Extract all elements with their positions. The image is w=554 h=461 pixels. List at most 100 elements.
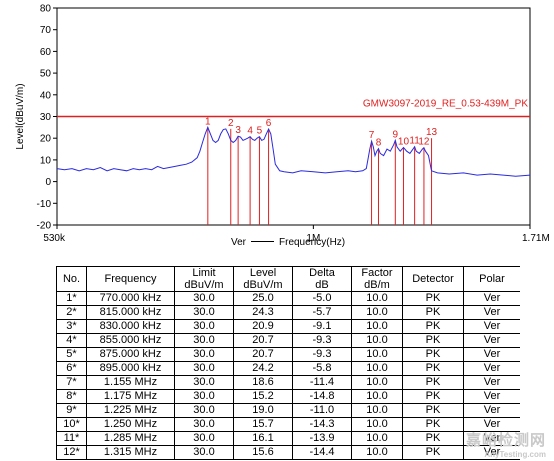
table-cell: 6* [56,361,87,376]
table-cell: 770.000 kHz [86,291,175,306]
table-cell: 30.0 [174,445,234,460]
table-header-row: No. Frequency Limit dBuV/m Level dBuV/m Delta d… [56,266,520,292]
table-cell: 10.0 [351,417,403,432]
table-cell: -5.0 [292,291,352,306]
column-header-unit: dB/m [364,279,390,291]
table-cell: -14.4 [292,445,352,460]
table-cell: 20.7 [233,347,293,362]
table-cell: PK [402,431,464,446]
table-cell: 10.0 [351,305,403,320]
y-tick-label: 80 [40,4,52,15]
column-header-1: Frequency [86,266,175,292]
table-cell: Ver [463,375,520,390]
results-table: No. Frequency Limit dBuV/m Level dBuV/m Delta d… [56,266,520,460]
table-cell: 30.0 [174,431,234,446]
table-cell: 1.175 MHz [86,389,175,404]
table-cell: 10.0 [351,445,403,460]
column-header-5: Factor dB/m [351,266,403,292]
y-tick-label: -20 [37,221,52,232]
table-cell: 10.0 [351,389,403,404]
table-cell: 10.0 [351,361,403,376]
table-cell: Ver [463,319,520,334]
table-cell: PK [402,445,464,460]
table-cell: 10.0 [351,319,403,334]
table-cell: 815.000 kHz [86,305,175,320]
table-cell: 24.2 [233,361,293,376]
legend-series-label: Ver [231,237,247,248]
table-cell: 15.2 [233,389,293,404]
table-cell: -14.3 [292,417,352,432]
marker-label-2: 2 [228,118,234,129]
table-cell: -11.0 [292,403,352,418]
table-row: 12* 1.315 MHz 30.0 15.6 -14.4 10.0 PK Ver [56,445,520,460]
table-cell: 30.0 [174,403,234,418]
table-cell: Ver [463,361,520,376]
table-cell: 24.3 [233,305,293,320]
table-cell: 855.000 kHz [86,333,175,348]
table-row: 5* 875.000 kHz 30.0 20.7 -9.3 10.0 PK Ver [56,347,520,362]
table-row: 11* 1.285 MHz 30.0 16.1 -13.9 10.0 PK Ver [56,431,520,446]
table-cell: 30.0 [174,333,234,348]
table-cell: PK [402,375,464,390]
table-cell: 30.0 [174,347,234,362]
results-table-container: No. Frequency Limit dBuV/m Level dBuV/m Delta d… [56,266,520,461]
table-cell: -5.8 [292,361,352,376]
table-cell: 1.315 MHz [86,445,175,460]
chart-axes: -20 -10 0 10 20 30 40 50 60 70 80 530k 1M 1.71M Level(… [15,4,550,245]
table-row: 7* 1.155 MHz 30.0 18.6 -11.4 10.0 PK Ver [56,375,520,390]
table-cell: 830.000 kHz [86,319,175,334]
marker-label-5: 5 [257,126,263,137]
x-tick-label: 530k [43,233,66,244]
table-cell: 895.000 kHz [86,361,175,376]
table-cell: Ver [463,333,520,348]
table-cell: -13.9 [292,431,352,446]
table-cell: 875.000 kHz [86,347,175,362]
table-row: 10* 1.250 MHz 30.0 15.7 -14.3 10.0 PK Ver [56,417,520,432]
column-header-title: Polar [479,273,505,285]
table-cell: 30.0 [174,361,234,376]
marker-label-12: 12 [418,137,430,148]
table-row: 8* 1.175 MHz 30.0 15.2 -14.8 10.0 PK Ver [56,389,520,404]
table-cell: 20.9 [233,319,293,334]
table-cell: 2* [56,305,87,320]
table-cell: -11.4 [292,375,352,390]
table-cell: 10* [56,417,87,432]
y-tick-label: 30 [40,112,52,123]
y-tick-label: 20 [40,134,52,145]
table-cell: 19.0 [233,403,293,418]
table-cell: 30.0 [174,319,234,334]
table-cell: -5.7 [292,305,352,320]
table-cell: PK [402,347,464,362]
table-cell: -9.3 [292,333,352,348]
table-cell: 10.0 [351,347,403,362]
table-cell: 15.7 [233,417,293,432]
table-cell: 16.1 [233,431,293,446]
table-cell: 7* [56,375,87,390]
marker-label-3: 3 [235,125,241,136]
table-cell: -9.1 [292,319,352,334]
table-row: 9* 1.225 MHz 30.0 19.0 -11.0 10.0 PK Ver [56,403,520,418]
y-tick-label: 60 [40,47,52,58]
table-cell: 20.7 [233,333,293,348]
table-cell: 30.0 [174,305,234,320]
table-cell: 10.0 [351,291,403,306]
table-cell: PK [402,361,464,376]
marker-label-9: 9 [393,129,399,140]
x-tick-label: 1.71M [522,233,550,244]
table-cell: 30.0 [174,389,234,404]
table-cell: PK [402,417,464,432]
column-header-title: Level [249,267,277,280]
y-tick-label: 50 [40,69,52,80]
legend: Ver Frequency(Hz) [231,237,345,248]
table-cell: PK [402,333,464,348]
column-header-unit: dBuV/m [243,279,283,291]
column-header-2: Limit dBuV/m [174,266,234,292]
watermark: 嘉峪检测网 AnyTesting.com [466,429,546,459]
column-header-7: Polar [463,266,520,292]
marker-label-10: 10 [398,137,410,148]
table-cell: 1.285 MHz [86,431,175,446]
trace-line-ver [56,125,531,177]
limit-line-group: GMW3097-2019_RE_0.53-439M_PK [57,99,530,118]
watermark-text: 嘉峪检测网 [465,432,546,449]
column-header-6: Detector [402,266,464,292]
